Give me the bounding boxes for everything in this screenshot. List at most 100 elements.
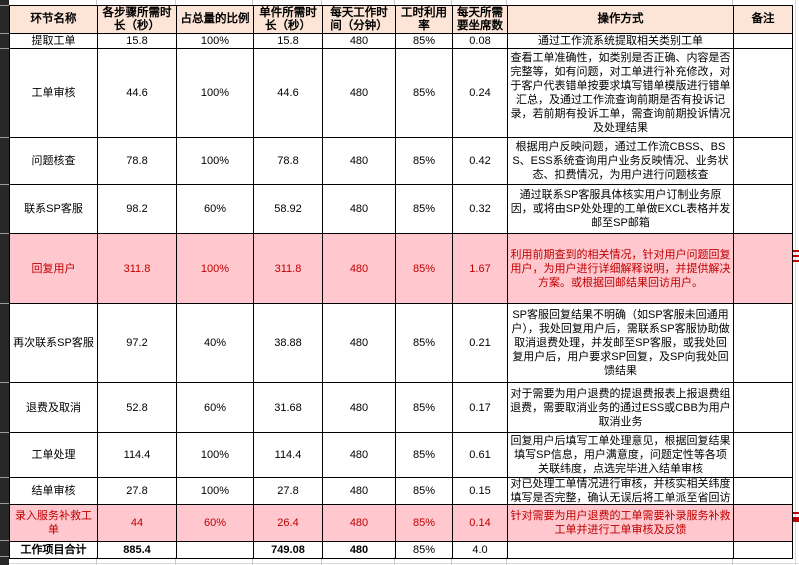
operation-cell[interactable]: 回复用户后填写工单处理意见，根据回复结果填写SP信息，用户满意度，问题定性等各项…: [507, 432, 734, 478]
value-cell[interactable]: 480: [322, 504, 396, 542]
row-label-cell[interactable]: 提取工单: [9, 33, 98, 49]
value-cell[interactable]: 85%: [395, 504, 453, 542]
value-cell[interactable]: 885.4: [97, 541, 177, 559]
value-cell[interactable]: 480: [322, 303, 396, 383]
operation-cell[interactable]: 通过工作流系统提取相关类别工单: [507, 33, 734, 49]
row-label-cell[interactable]: 工单审核: [9, 48, 98, 138]
value-cell[interactable]: 100%: [176, 33, 254, 49]
value-cell[interactable]: 15.8: [253, 33, 323, 49]
header-cell-ratio[interactable]: 占总量的比例: [176, 5, 254, 34]
value-cell[interactable]: 480: [322, 382, 396, 433]
value-cell[interactable]: 85%: [395, 477, 453, 505]
header-cell-step-time[interactable]: 各步骤所需时长（秒）: [97, 5, 177, 34]
operation-cell[interactable]: [507, 541, 734, 559]
value-cell[interactable]: 85%: [395, 184, 453, 234]
value-cell[interactable]: 38.88: [253, 303, 323, 383]
value-cell[interactable]: 85%: [395, 303, 453, 383]
remark-cell[interactable]: [733, 33, 793, 49]
value-cell[interactable]: 27.8: [97, 477, 177, 505]
value-cell[interactable]: 0.21: [452, 303, 508, 383]
remark-cell[interactable]: [733, 541, 793, 559]
value-cell[interactable]: 78.8: [253, 137, 323, 185]
value-cell[interactable]: 0.32: [452, 184, 508, 234]
operation-cell[interactable]: 对已处理工单情况进行审核，并核实相关纬度填写是否完整，确认无误后将工单派至省回访: [507, 477, 734, 505]
row-label-cell[interactable]: 联系SP客服: [9, 184, 98, 234]
value-cell[interactable]: 44.6: [253, 48, 323, 138]
value-cell[interactable]: 85%: [395, 48, 453, 138]
value-cell[interactable]: 27.8: [253, 477, 323, 505]
row-label-cell[interactable]: 工单处理: [9, 432, 98, 478]
value-cell[interactable]: 78.8: [97, 137, 177, 185]
header-cell-name[interactable]: 环节名称: [9, 5, 98, 34]
value-cell[interactable]: 85%: [395, 541, 453, 559]
value-cell[interactable]: [176, 541, 254, 559]
value-cell[interactable]: 0.17: [452, 382, 508, 433]
value-cell[interactable]: 97.2: [97, 303, 177, 383]
value-cell[interactable]: 480: [322, 137, 396, 185]
remark-cell[interactable]: [733, 303, 793, 383]
value-cell[interactable]: 100%: [176, 432, 254, 478]
remark-cell[interactable]: [733, 477, 793, 505]
value-cell[interactable]: 40%: [176, 303, 254, 383]
value-cell[interactable]: 85%: [395, 33, 453, 49]
value-cell[interactable]: 749.08: [253, 541, 323, 559]
remark-cell[interactable]: [733, 432, 793, 478]
remark-cell[interactable]: [733, 48, 793, 138]
value-cell[interactable]: 44.6: [97, 48, 177, 138]
row-label-cell[interactable]: 录入服务补救工单: [9, 504, 98, 542]
value-cell[interactable]: 4.0: [452, 541, 508, 559]
remark-cell[interactable]: [733, 504, 793, 542]
value-cell[interactable]: 0.24: [452, 48, 508, 138]
operation-cell[interactable]: 通过联系SP客服具体核实用户订制业务原因，或将由SP处处理的工单做EXCL表格并…: [507, 184, 734, 234]
operation-cell[interactable]: SP客服回复结果不明确（如SP客服未回通用户），我处回复用户后，需联系SP客服协…: [507, 303, 734, 383]
value-cell[interactable]: 480: [322, 184, 396, 234]
value-cell[interactable]: 480: [322, 48, 396, 138]
value-cell[interactable]: 0.08: [452, 33, 508, 49]
row-label-cell[interactable]: 工作项目合计: [9, 541, 98, 559]
value-cell[interactable]: 0.14: [452, 504, 508, 542]
value-cell[interactable]: 480: [322, 541, 396, 559]
value-cell[interactable]: 480: [322, 432, 396, 478]
operation-cell[interactable]: 根据用户反映问题，通过工作流CBSS、BSS、ESS系统查询用户业务反映情况、业…: [507, 137, 734, 185]
value-cell[interactable]: 44: [97, 504, 177, 542]
operation-cell[interactable]: 利用前期查到的相关情况，针对用户问题回复用户，为用户进行详细解释说明，并提供解决…: [507, 233, 734, 304]
remark-cell[interactable]: [733, 382, 793, 433]
value-cell[interactable]: 100%: [176, 233, 254, 304]
row-label-cell[interactable]: 退费及取消: [9, 382, 98, 433]
header-cell-operation[interactable]: 操作方式: [507, 5, 734, 34]
value-cell[interactable]: 114.4: [97, 432, 177, 478]
value-cell[interactable]: 60%: [176, 184, 254, 234]
value-cell[interactable]: 311.8: [97, 233, 177, 304]
value-cell[interactable]: 60%: [176, 382, 254, 433]
value-cell[interactable]: 26.4: [253, 504, 323, 542]
header-cell-work-minutes[interactable]: 每天工作时间（分钟）: [322, 5, 396, 34]
value-cell[interactable]: 0.42: [452, 137, 508, 185]
remark-cell[interactable]: [733, 184, 793, 234]
row-label-cell[interactable]: 回复用户: [9, 233, 98, 304]
remark-cell[interactable]: [733, 233, 793, 304]
value-cell[interactable]: 114.4: [253, 432, 323, 478]
value-cell[interactable]: 85%: [395, 382, 453, 433]
value-cell[interactable]: 480: [322, 33, 396, 49]
value-cell[interactable]: 85%: [395, 432, 453, 478]
header-cell-agents[interactable]: 每天所需要坐席数: [452, 5, 508, 34]
operation-cell[interactable]: 查看工单准确性，如类别是否正确、内容是否完整等，如有问题，对工单进行补充修改，对…: [507, 48, 734, 138]
value-cell[interactable]: 98.2: [97, 184, 177, 234]
value-cell[interactable]: 60%: [176, 504, 254, 542]
value-cell[interactable]: 15.8: [97, 33, 177, 49]
value-cell[interactable]: 480: [322, 477, 396, 505]
header-cell-unit-time[interactable]: 单件所需时长（秒）: [253, 5, 323, 34]
remark-cell[interactable]: [733, 137, 793, 185]
value-cell[interactable]: 0.15: [452, 477, 508, 505]
operation-cell[interactable]: 针对需要为用户退费的工单需要补录服务补救工单并进行工单审核及反馈: [507, 504, 734, 542]
value-cell[interactable]: 311.8: [253, 233, 323, 304]
value-cell[interactable]: 100%: [176, 48, 254, 138]
row-label-cell[interactable]: 再次联系SP客服: [9, 303, 98, 383]
header-cell-remark[interactable]: 备注: [733, 5, 793, 34]
value-cell[interactable]: 58.92: [253, 184, 323, 234]
value-cell[interactable]: 31.68: [253, 382, 323, 433]
header-cell-utilization[interactable]: 工时利用率: [395, 5, 453, 34]
operation-cell[interactable]: 对于需要为用户退费的提退费报表上报退费组退费，需要取消业务的通过ESS或CBB为…: [507, 382, 734, 433]
value-cell[interactable]: 85%: [395, 137, 453, 185]
value-cell[interactable]: 100%: [176, 477, 254, 505]
